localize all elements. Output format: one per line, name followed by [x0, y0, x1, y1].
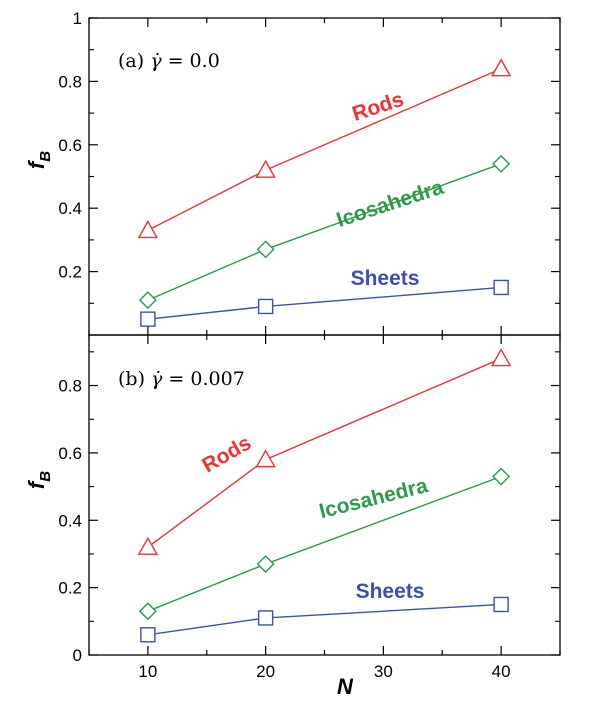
series-icosahedra — [138, 467, 511, 621]
y-tick-label: 1 — [73, 9, 82, 28]
data-point-marker — [492, 467, 511, 486]
data-point-marker — [137, 536, 159, 555]
data-point-marker — [257, 610, 274, 626]
series-rods — [137, 348, 512, 555]
series-label: Sheets — [356, 580, 425, 603]
shear-rate-value: = 0.007 — [162, 368, 244, 390]
series-rods — [137, 58, 512, 239]
y-tick-label: 0.4 — [58, 199, 82, 218]
y-axis-label-main: f — [24, 479, 49, 489]
panel-a: 0.2 0.4 0.6 0.8 1 fB (a) γ̇ = 0.0 Rods Icosahedr… — [24, 9, 561, 336]
data-point-marker — [140, 627, 156, 643]
y-tick-label: 0.2 — [58, 263, 82, 282]
shear-rate-symbol: γ̇ — [151, 368, 163, 390]
y-tick-label: 0.6 — [58, 444, 82, 463]
data-point-marker — [255, 159, 276, 178]
x-tick-label: 40 — [492, 662, 511, 681]
data-point-marker — [493, 596, 509, 613]
series-icosahedra — [138, 154, 511, 310]
x-tick-label: 20 — [256, 662, 275, 681]
y-tick-label: 0.4 — [58, 511, 82, 530]
y-tick-label: 0.8 — [58, 377, 82, 396]
data-point-marker — [490, 348, 512, 367]
panel-letter: (a) — [118, 50, 150, 72]
panel-label: (a) γ̇ = 0.0 — [118, 50, 220, 72]
y-axis-label: fB — [24, 151, 54, 169]
series-line — [147, 286, 502, 320]
series-label: Icosahedra — [317, 474, 430, 523]
y-tick-label: 0.8 — [58, 72, 82, 91]
data-point-marker — [255, 449, 276, 468]
shear-rate-value: = 0.0 — [162, 50, 220, 72]
data-point-marker — [137, 219, 159, 239]
data-point-marker — [140, 311, 156, 327]
data-point-marker — [493, 279, 509, 296]
series-label: Sheets — [351, 267, 420, 290]
y-axis-label-subscript: B — [37, 471, 54, 482]
y-axis-label: fB — [24, 471, 54, 489]
data-point-marker — [256, 240, 275, 259]
series-line — [147, 475, 502, 612]
series-sheets — [140, 596, 509, 643]
series-line — [147, 163, 502, 301]
data-point-marker — [257, 298, 274, 315]
panel-label: (b) γ̇ = 0.007 — [118, 368, 245, 390]
y-tick-label: 0 — [73, 646, 82, 665]
y-tick-label: 0.2 — [58, 579, 82, 598]
series-label: Rods — [349, 88, 406, 126]
shear-rate-symbol: γ̇ — [150, 50, 162, 72]
y-tick-label: 0.6 — [58, 136, 82, 155]
data-point-marker — [256, 555, 275, 574]
data-point-marker — [490, 58, 512, 77]
panel-b: 10 20 30 40 0 0.2 0.4 0.6 0.8 fB (b) γ̇ = 0.007 Rod… — [24, 334, 561, 681]
series-line — [147, 603, 502, 636]
x-axis-label: N — [337, 674, 354, 699]
series-label: Icosahedra — [334, 176, 447, 232]
series-sheets — [140, 279, 509, 327]
x-tick-label: 30 — [374, 662, 393, 681]
data-point-marker — [138, 291, 157, 310]
series-line — [147, 68, 502, 232]
y-axis-label-main: f — [24, 159, 49, 169]
y-axis-label-subscript: B — [37, 151, 54, 162]
x-tick-label: 10 — [138, 662, 157, 681]
panel-letter: (b) — [118, 368, 151, 390]
data-point-marker — [138, 602, 157, 621]
data-point-marker — [492, 154, 511, 173]
series-label: Rods — [198, 431, 255, 477]
